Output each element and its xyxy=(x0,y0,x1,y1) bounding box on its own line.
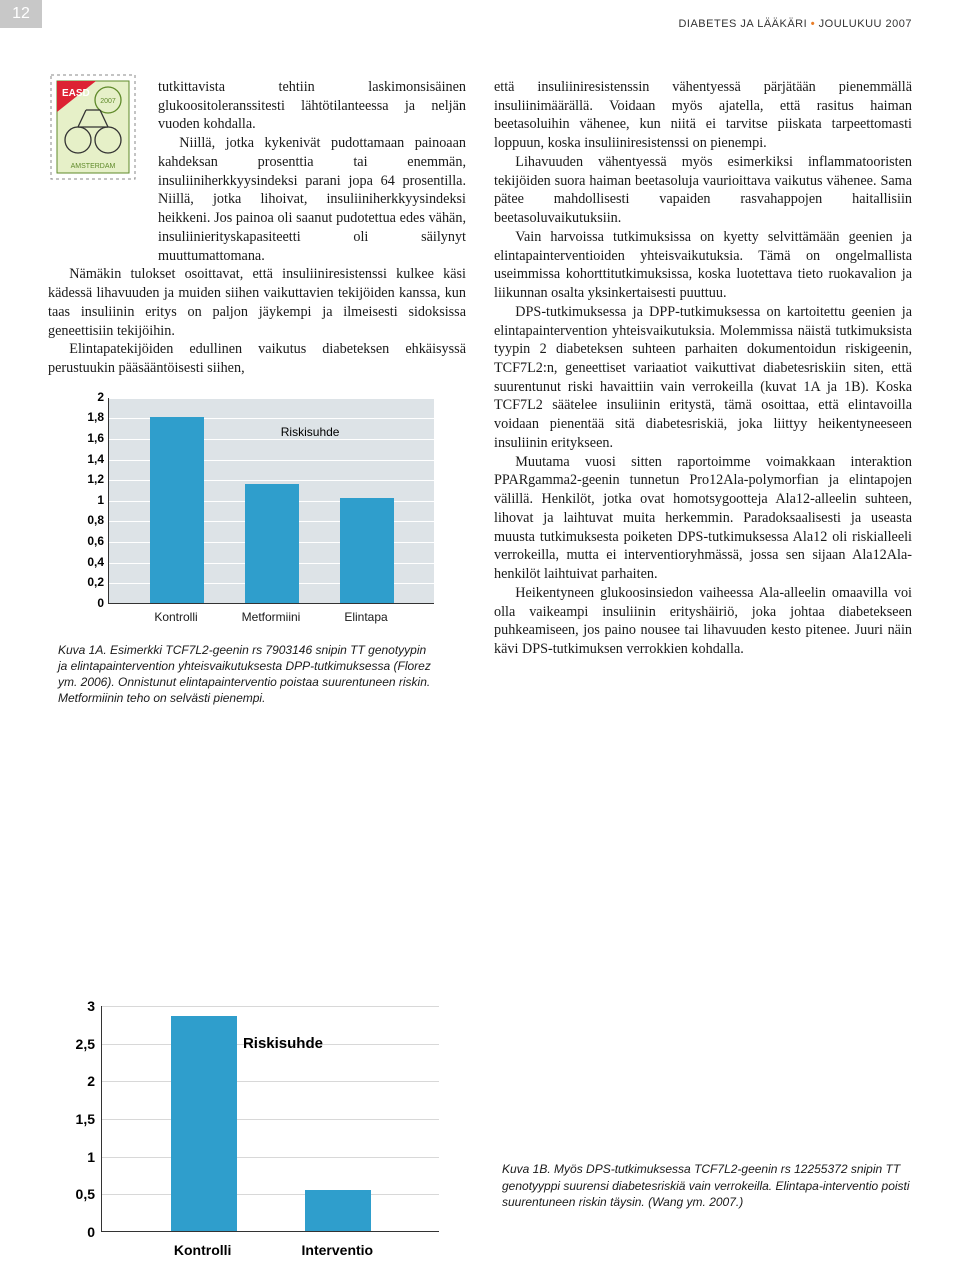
ytick: 0 xyxy=(58,596,104,612)
xtick: Interventio xyxy=(302,1242,374,1258)
right-column: että insuliiniresistenssin vähentyessä p… xyxy=(494,78,912,707)
ytick: 0,8 xyxy=(58,513,104,529)
ytick: 0,2 xyxy=(58,575,104,591)
left-p1: tutkittavista tehtiin laskimonsisäinen g… xyxy=(158,78,466,134)
body-columns: tutkittavista tehtiin laskimonsisäinen g… xyxy=(48,78,912,707)
ytick: 2 xyxy=(45,1073,95,1089)
right-p3: Vain harvoissa tutkimuksissa on kyetty s… xyxy=(494,228,912,303)
issue-date: JOULUKUU 2007 xyxy=(819,18,912,30)
bar xyxy=(245,484,299,602)
header-sep-icon: • xyxy=(811,18,819,30)
xtick: Kontrolli xyxy=(174,1242,232,1258)
right-p6: Heikentyneen glukoosinsiedon vaiheessa A… xyxy=(494,584,912,659)
xtick: Elintapa xyxy=(344,610,387,626)
ytick: 1,4 xyxy=(58,452,104,468)
page-number: 12 xyxy=(0,0,42,28)
ytick: 0,4 xyxy=(58,555,104,571)
chart-1b: 0 0,5 1 1,5 2 2,5 3 Kontrolli Interventio Riskisu… xyxy=(45,1000,445,1262)
ytick: 1,8 xyxy=(58,410,104,426)
ytick: 1,6 xyxy=(58,431,104,447)
left-p2: Niillä, jotka kykenivät pudottamaan pain… xyxy=(158,134,466,265)
right-p2: Lihavuuden vähentyessä myös esimerkiksi … xyxy=(494,153,912,228)
chart-label: Riskisuhde xyxy=(243,1035,323,1052)
right-p5: Muutama vuosi sitten raportoimme voimakk… xyxy=(494,453,912,584)
right-p4: DPS-tutkimuksessa ja DPP-tutkimuksessa o… xyxy=(494,303,912,453)
ytick: 1,5 xyxy=(45,1111,95,1127)
ytick: 1 xyxy=(45,1149,95,1165)
ytick: 0,6 xyxy=(58,534,104,550)
ytick: 2,5 xyxy=(45,1036,95,1052)
running-header: DIABETES JA LÄÄKÄRI • JOULUKUU 2007 xyxy=(678,18,912,30)
ytick: 1,2 xyxy=(58,472,104,488)
caption-1b: Kuva 1B. Myös DPS-tutkimuksessa TCF7L2-g… xyxy=(502,1161,912,1210)
xtick: Metformiini xyxy=(242,610,301,626)
bar xyxy=(305,1190,371,1231)
xtick: Kontrolli xyxy=(154,610,197,626)
bar xyxy=(340,498,394,603)
ytick: 2 xyxy=(58,390,104,406)
ytick: 3 xyxy=(45,998,95,1014)
caption-1a: Kuva 1A. Esimerkki TCF7L2-geenin rs 7903… xyxy=(58,642,438,707)
left-p3: Nämäkin tulokset osoittavat, että insuli… xyxy=(48,265,466,340)
chart-1a: 0 0,2 0,4 0,6 0,8 1 1,2 1,4 1,6 1,8 2 Kontrolli Metf… xyxy=(48,392,466,707)
ytick: 1 xyxy=(58,493,104,509)
bar xyxy=(150,417,204,602)
ytick: 0,5 xyxy=(45,1186,95,1202)
bar xyxy=(171,1016,237,1231)
chart-label: Riskisuhde xyxy=(281,425,340,441)
left-p4: Elintapatekijöiden edullinen vaikutus di… xyxy=(48,340,466,377)
right-p1: että insuliiniresistenssin vähentyessä p… xyxy=(494,78,912,153)
ytick: 0 xyxy=(45,1224,95,1240)
left-column: tutkittavista tehtiin laskimonsisäinen g… xyxy=(48,78,466,707)
journal-name: DIABETES JA LÄÄKÄRI xyxy=(678,18,807,30)
